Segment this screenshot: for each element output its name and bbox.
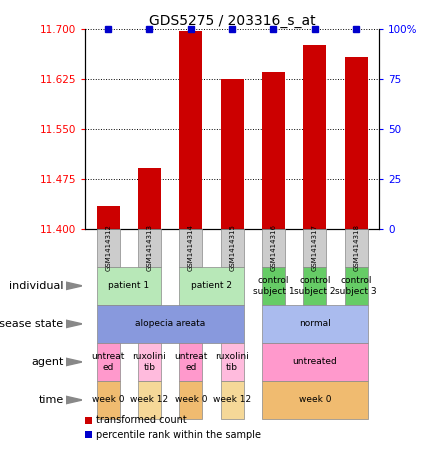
Text: transformed count: transformed count [96, 415, 187, 425]
Text: patient 2: patient 2 [191, 281, 232, 290]
Text: individual: individual [9, 281, 64, 291]
Text: week 12: week 12 [213, 395, 251, 405]
Text: week 12: week 12 [131, 395, 169, 405]
Text: ruxolini
tib: ruxolini tib [133, 352, 166, 371]
Text: GSM1414313: GSM1414313 [146, 224, 152, 271]
Polygon shape [66, 282, 82, 289]
Text: week 0: week 0 [299, 395, 331, 405]
Bar [138, 168, 161, 229]
Bar [345, 58, 367, 229]
Polygon shape [66, 396, 82, 404]
Text: untreat
ed: untreat ed [174, 352, 208, 371]
Text: disease state: disease state [0, 319, 64, 329]
Text: agent: agent [31, 357, 64, 367]
Bar [97, 206, 120, 229]
Text: control
subject 1: control subject 1 [253, 276, 294, 295]
Polygon shape [66, 320, 82, 328]
Bar [221, 79, 244, 229]
Text: time: time [38, 395, 64, 405]
Bar [304, 45, 326, 229]
Text: normal: normal [299, 319, 331, 328]
Text: GSM1414318: GSM1414318 [353, 224, 359, 271]
Text: percentile rank within the sample: percentile rank within the sample [96, 430, 261, 440]
Text: patient 1: patient 1 [108, 281, 149, 290]
Text: ruxolini
tib: ruxolini tib [215, 352, 249, 371]
Text: GSM1414316: GSM1414316 [271, 224, 276, 271]
Text: untreated: untreated [293, 357, 337, 366]
Text: GSM1414315: GSM1414315 [229, 224, 235, 271]
Bar [180, 31, 202, 229]
Text: week 0: week 0 [175, 395, 207, 405]
Title: GDS5275 / 203316_s_at: GDS5275 / 203316_s_at [149, 14, 315, 29]
Text: control
subject 3: control subject 3 [336, 276, 377, 295]
Text: GSM1414314: GSM1414314 [188, 224, 194, 271]
Text: untreat
ed: untreat ed [92, 352, 125, 371]
Text: control
subject 2: control subject 2 [294, 276, 336, 295]
Text: week 0: week 0 [92, 395, 124, 405]
Text: alopecia areata: alopecia areata [135, 319, 205, 328]
Bar [262, 72, 285, 229]
Text: GSM1414317: GSM1414317 [312, 224, 318, 271]
Polygon shape [66, 358, 82, 366]
Text: GSM1414312: GSM1414312 [105, 224, 111, 271]
